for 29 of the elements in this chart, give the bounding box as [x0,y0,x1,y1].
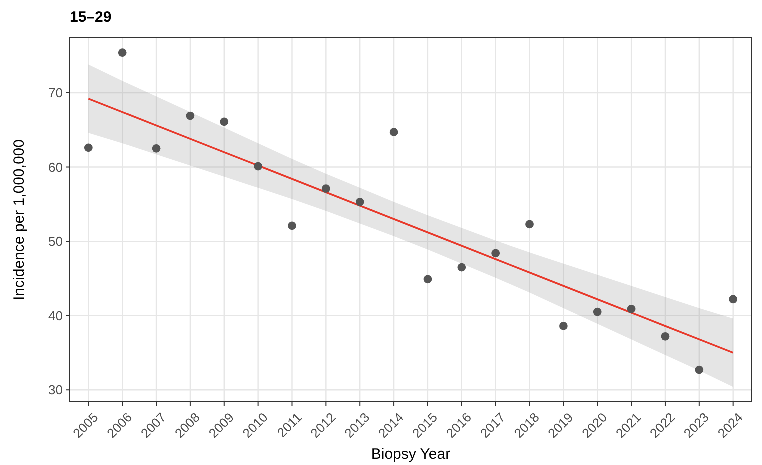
point [526,220,534,229]
point [593,308,602,316]
y-axis-title: Incidence per 1,000,000 [11,140,28,300]
point [492,249,500,258]
y-tick-label: 40 [48,308,63,324]
point [695,366,704,374]
point [356,198,364,206]
point [458,263,466,272]
point [220,118,229,126]
point [186,112,195,120]
point [424,275,432,284]
y-tick-label: 60 [48,160,63,175]
y-tick-label: 70 [48,86,63,101]
chart-title: 15–29 [70,9,112,26]
point [152,144,161,153]
point [288,222,296,230]
y-tick-label: 50 [48,234,63,250]
point [322,184,330,193]
point [560,322,568,330]
point [118,48,127,58]
y-tick-label: 30 [48,382,63,398]
point [390,128,398,137]
point [254,162,262,171]
point [84,144,93,152]
line-series [88,98,734,354]
point [729,295,738,304]
point [661,332,670,341]
x-axis-title: Biopsy Year [371,446,451,463]
point [627,304,636,314]
